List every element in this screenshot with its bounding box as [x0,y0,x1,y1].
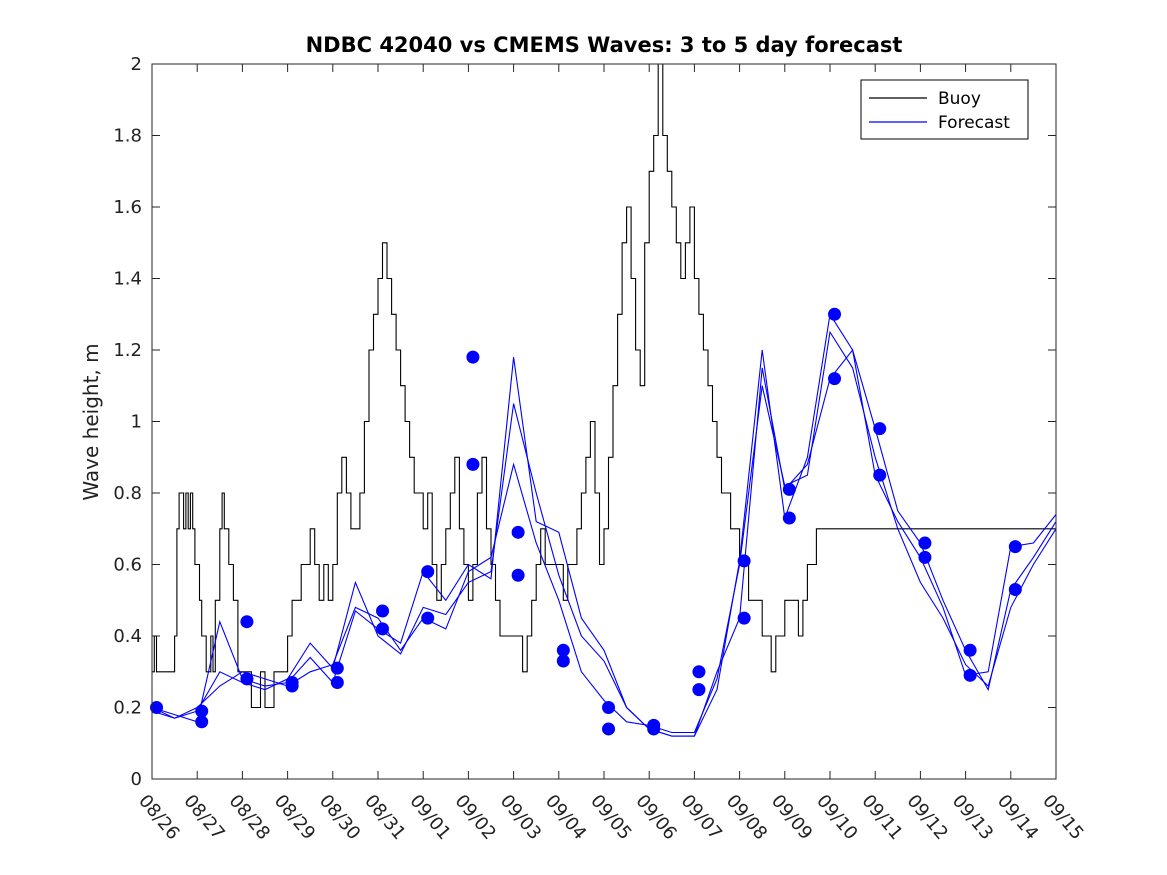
forecast-start-marker [466,457,480,471]
forecast-start-marker [285,679,299,693]
legend-buoy-label: Buoy [938,89,981,109]
forecast-start-marker [1008,540,1022,554]
y-tick-label: 0.6 [113,555,142,576]
y-tick-label: 0 [131,769,142,790]
y-tick-label: 0.8 [113,483,142,504]
forecast-start-marker [873,422,887,436]
chart-title: NDBC 42040 vs CMEMS Waves: 3 to 5 day fo… [306,33,903,57]
forecast-start-marker [330,675,344,689]
forecast-start-marker [511,568,525,582]
plot-area: 00.20.40.60.811.21.41.61.8208/2608/2708/… [113,54,1087,844]
forecast-start-marker [240,615,254,629]
forecast-start-marker [330,661,344,675]
forecast-start-marker [511,525,525,539]
forecast-start-marker [918,550,932,564]
forecast-start-marker [873,468,887,482]
forecast-start-marker [737,554,751,568]
axes-box [151,63,1057,780]
y-tick-label: 1 [131,412,142,433]
y-tick-label: 0.4 [113,626,142,647]
forecast-start-marker [602,701,616,714]
y-tick-label: 1.8 [113,126,142,147]
forecast-start-marker [692,683,706,697]
forecast-start-marker [782,482,796,496]
forecast-start-marker [602,722,616,736]
forecast-start-marker [421,611,435,625]
forecast-series-line-1 [151,330,1057,734]
y-tick-label: 2 [131,54,142,75]
forecast-start-marker [421,565,435,579]
legend-box [860,79,1029,140]
forecast-start-marker [556,643,570,657]
forecast-start-marker [1008,583,1022,597]
forecast-start-marker [737,611,751,625]
y-tick-label: 1.6 [113,197,142,218]
y-axis-label: Wave height, m [79,343,103,500]
forecast-start-marker [828,372,842,386]
forecast-start-marker [556,654,570,668]
forecast-start-marker [828,307,842,321]
forecast-start-marker [918,536,932,550]
y-tick-label: 0.2 [113,698,142,719]
forecast-start-marker [647,722,661,736]
forecast-start-marker [376,622,390,636]
forecast-start-marker [782,511,796,525]
forecast-start-marker [376,604,390,618]
forecast-series-line-3 [151,348,1057,737]
y-tick-label: 1.2 [113,340,142,361]
legend: Buoy Forecast [860,79,1029,140]
forecast-start-marker [240,672,254,686]
forecast-start-marker [466,350,480,364]
y-tick-label: 1.4 [113,269,142,290]
forecast-start-marker [963,643,977,657]
legend-forecast-label: Forecast [938,113,1010,133]
forecast-start-marker [963,668,977,682]
forecast-start-marker [195,715,209,729]
plot-background [152,64,1056,779]
buoy-series-line [152,63,1056,709]
forecast-start-marker [692,665,706,679]
forecast-start-marker [150,701,164,714]
forecast-series-line-2 [151,312,1057,737]
forecast-start-marker [195,704,209,718]
